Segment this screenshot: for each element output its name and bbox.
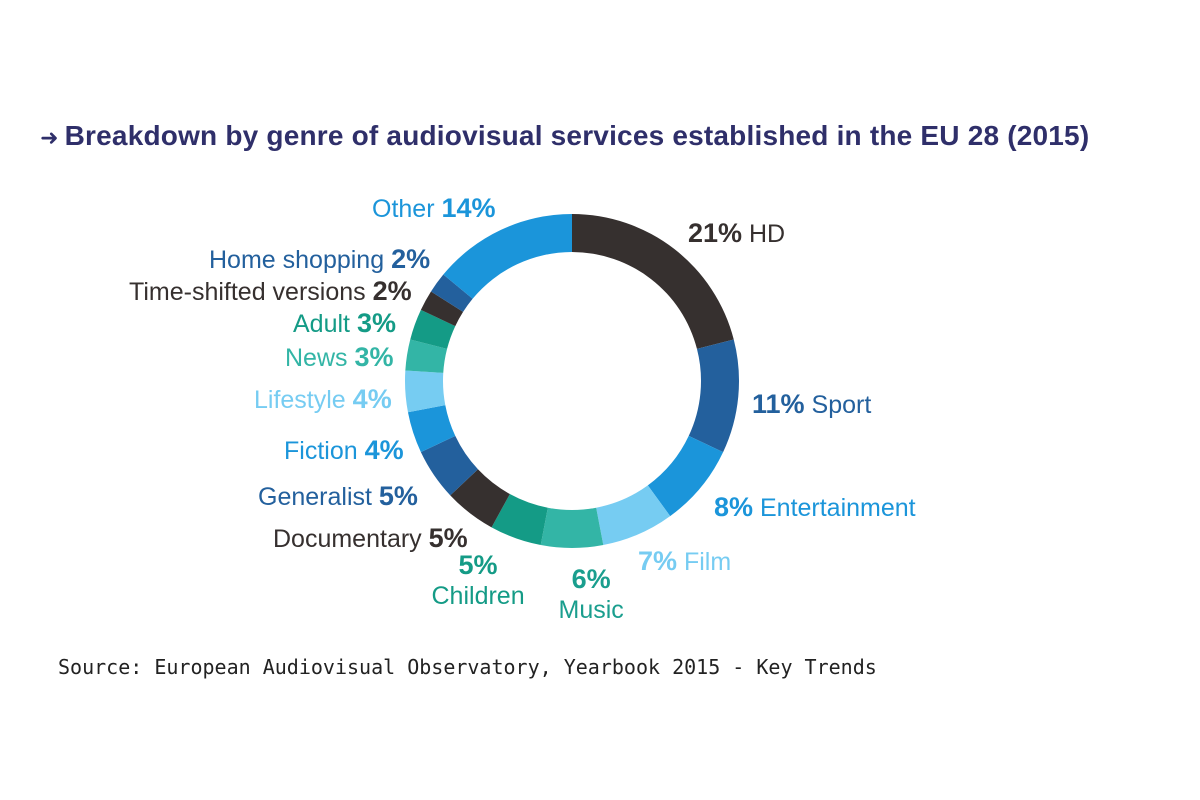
slice-label-film: 7% Film [638, 546, 731, 577]
slice-category-label: Adult [293, 310, 350, 338]
slice-value-label: 5% [458, 550, 498, 580]
chart-title: ➜ Breakdown by genre of audiovisual servi… [40, 120, 1089, 152]
chart-title-text: Breakdown by genre of audiovisual servic… [64, 120, 1090, 151]
slice-label-documentary: Documentary 5% [273, 523, 468, 554]
slice-category-label: HD [749, 220, 786, 248]
slice-value-label: 2% [372, 276, 412, 306]
slice-time-shifted-versions [420, 291, 464, 327]
slice-value-label: 5% [428, 523, 468, 553]
slice-category-label: Film [683, 548, 732, 576]
slice-label-time-shifted-versions: Time-shifted versions 2% [129, 276, 412, 307]
slice-film [596, 485, 671, 546]
slice-children [491, 494, 548, 546]
slice-label-generalist: Generalist 5% [258, 481, 418, 512]
slice-value-label: 11% [752, 389, 805, 419]
slice-category-label: Documentary [273, 525, 422, 553]
slice-category-label: Children [431, 582, 525, 610]
slice-value-label: 3% [354, 342, 394, 372]
slice-category-label: Lifestyle [254, 386, 346, 414]
slice-value-label: 2% [391, 244, 431, 274]
slice-category-label: News [285, 344, 348, 372]
slice-value-label: 6% [571, 564, 611, 594]
slice-category-label: Time-shifted versions [129, 278, 366, 306]
slice-label-home-shopping: Home shopping 2% [209, 244, 430, 275]
slice-value-label: 4% [364, 435, 404, 465]
slice-sport [688, 339, 740, 453]
slice-value-label: 4% [352, 384, 392, 414]
slice-value-label: 7% [638, 546, 678, 576]
slice-value-label: 3% [356, 308, 396, 338]
slice-documentary [450, 469, 510, 528]
slice-label-music: 6% Music [559, 564, 624, 625]
slice-label-fiction: Fiction 4% [284, 435, 404, 466]
slice-category-label: Fiction [284, 437, 358, 465]
slice-label-hd: 21% HD [688, 218, 785, 249]
slice-news [405, 339, 448, 373]
slice-category-label: Entertainment [759, 494, 916, 522]
slice-generalist [420, 435, 478, 496]
slice-home-shopping [430, 274, 473, 312]
slice-label-lifestyle: Lifestyle 4% [254, 384, 392, 415]
slice-category-label: Other [372, 195, 435, 223]
slice-adult [410, 309, 456, 349]
slice-category-label: Home shopping [209, 246, 385, 274]
slice-value-label: 8% [714, 492, 754, 522]
slice-label-other: Other 14% [372, 193, 496, 224]
arrow-right-icon: ➜ [40, 125, 59, 150]
slice-fiction [407, 405, 456, 453]
slice-category-label: Music [558, 596, 624, 624]
slice-category-label: Sport [811, 391, 872, 419]
slice-entertainment [647, 435, 724, 517]
slice-category-label: Generalist [258, 483, 372, 511]
slice-lifestyle [405, 370, 446, 413]
source-note: Source: European Audiovisual Observatory… [58, 655, 877, 679]
slice-label-sport: 11% Sport [752, 389, 871, 420]
slice-label-adult: Adult 3% [293, 308, 396, 339]
slice-label-news: News 3% [285, 342, 394, 373]
slice-label-children: 5% Children [432, 550, 525, 611]
slice-value-label: 21% [688, 218, 743, 248]
slice-value-label: 14% [441, 193, 496, 223]
slice-other [443, 214, 572, 299]
slice-value-label: 5% [378, 481, 418, 511]
slice-music [540, 507, 604, 548]
slice-label-entertainment: 8% Entertainment [714, 492, 916, 523]
slice-hd [572, 214, 734, 349]
